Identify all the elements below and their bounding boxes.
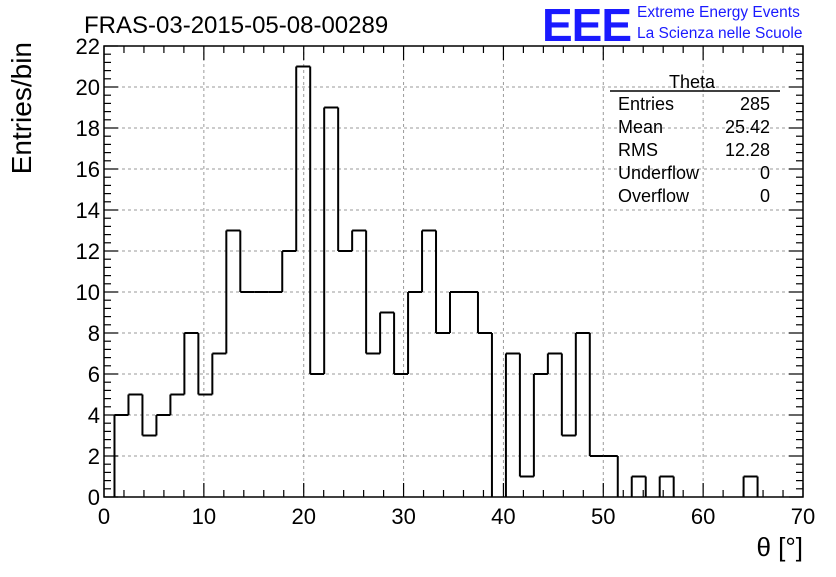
stats-underflow-label: Underflow: [618, 163, 700, 183]
stats-mean-value: 25.42: [725, 117, 770, 137]
histogram-bin: [169, 393, 185, 415]
logo-line-2: La Scienza nelle Scuole: [637, 25, 803, 42]
histogram-bin: [337, 107, 353, 252]
histogram-bin: [588, 333, 604, 457]
plot-frame: [103, 45, 804, 498]
histogram-bin: [449, 291, 464, 333]
histogram-bin: [435, 230, 451, 334]
stats-rms-label: RMS: [618, 140, 658, 160]
y-tick-label: 18: [76, 116, 100, 141]
x-tick-label: 20: [291, 504, 315, 529]
stats-rms-value: 12.28: [725, 140, 770, 160]
y-tick-label: 16: [76, 157, 100, 182]
histogram-bin: [630, 475, 646, 497]
histogram-bin: [407, 291, 423, 374]
logo-line-1: Extreme Energy Events: [637, 4, 800, 21]
y-tick-label: 2: [88, 444, 100, 469]
x-tick-label: 60: [691, 504, 715, 529]
axis-layer: 0 10 20 30 40 50 60 70 0 2 4 6 8 10 12 14 16 18 20 22: [76, 34, 816, 529]
histogram-bin: [225, 229, 241, 354]
y-tick-label: 22: [76, 34, 100, 59]
histogram-bin: [574, 332, 590, 436]
histogram-layer: [113, 65, 759, 497]
histogram-bin: [518, 353, 534, 478]
y-tick-label: 0: [88, 485, 100, 510]
y-tick-label: 4: [88, 403, 100, 428]
histogram-bin: [197, 333, 213, 396]
histogram-bin: [532, 373, 548, 477]
stats-title: Theta: [669, 72, 716, 92]
x-tick-label: 0: [98, 504, 110, 529]
histogram-bin: [309, 66, 325, 375]
x-tick-label: 70: [791, 504, 815, 529]
y-tick-label: 14: [76, 198, 100, 223]
histogram-bin: [211, 352, 227, 395]
histogram-bin: [546, 352, 562, 374]
y-tick-label: 20: [76, 75, 100, 100]
histogram-bin: [560, 353, 576, 437]
histogram-bin: [365, 230, 381, 355]
stats-mean-label: Mean: [618, 117, 663, 137]
histogram-bin: [141, 394, 157, 437]
histogram-bin: [127, 393, 143, 415]
y-tick-label: 6: [88, 362, 100, 387]
histogram-bin: [742, 475, 758, 497]
histogram-bin: [155, 414, 171, 436]
eee-logo: EEE: [542, 0, 632, 51]
histogram-bin: [239, 230, 255, 293]
chart-title: FRAS-03-2015-05-08-00289: [84, 12, 388, 39]
histogram-bin: [393, 312, 409, 375]
histogram-bin: [504, 352, 520, 497]
stats-overflow-value: 0: [760, 186, 770, 206]
y-tick-label: 12: [76, 239, 100, 264]
x-tick-label: 50: [591, 504, 615, 529]
stats-entries-value: 285: [740, 94, 770, 114]
histogram-bin: [323, 106, 339, 374]
x-axis-label: θ [°]: [756, 532, 803, 562]
stats-underflow-value: 0: [760, 163, 770, 183]
y-tick-label: 8: [88, 321, 100, 346]
x-tick-label: 10: [192, 504, 216, 529]
histogram-bin: [658, 475, 674, 497]
histogram-bin: [421, 229, 437, 292]
stats-overflow-label: Overflow: [618, 186, 690, 206]
histogram-bin: [295, 65, 311, 251]
histogram-bin: [351, 229, 367, 251]
histogram-bin: [183, 332, 199, 395]
histogram-bin: [379, 311, 395, 354]
y-axis-label: Entries/bin: [6, 42, 37, 174]
histogram-bin: [476, 292, 492, 334]
grid-layer: [104, 46, 803, 497]
y-tick-label: 10: [76, 280, 100, 305]
histogram-bin: [281, 250, 297, 292]
stats-box: Theta Entries 285 Mean 25.42 RMS 12.28 Underfl…: [610, 72, 780, 206]
x-tick-label: 30: [391, 504, 415, 529]
stats-entries-label: Entries: [618, 94, 674, 114]
x-tick-label: 40: [491, 504, 515, 529]
